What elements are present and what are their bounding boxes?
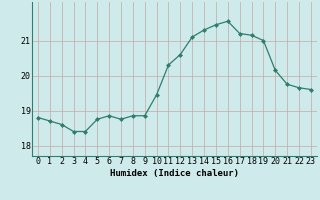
X-axis label: Humidex (Indice chaleur): Humidex (Indice chaleur) — [110, 169, 239, 178]
